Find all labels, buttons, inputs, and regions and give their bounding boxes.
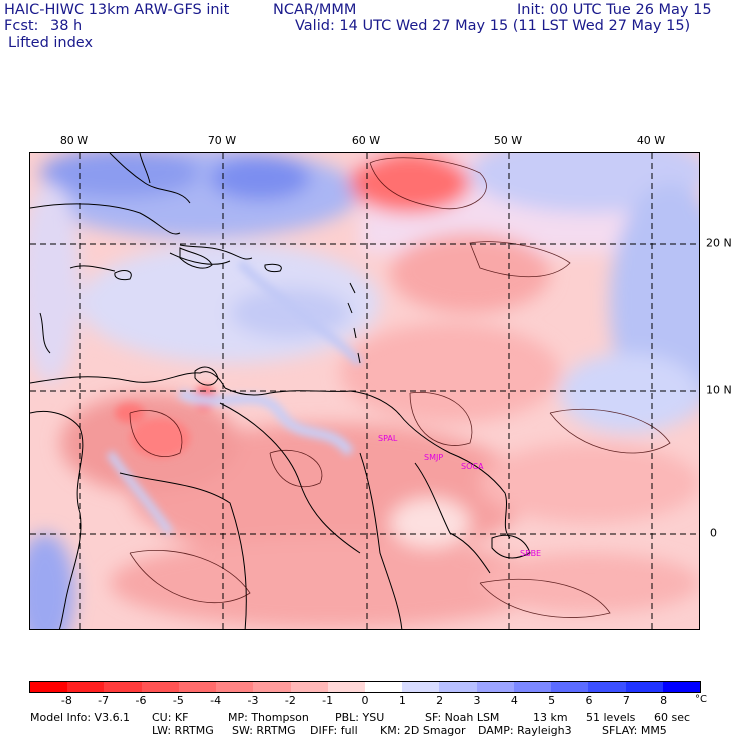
colorbar-tick-label: -1 bbox=[322, 694, 334, 707]
station-soca: SOCA bbox=[461, 462, 484, 471]
colorbar-swatch bbox=[30, 682, 68, 692]
lon-label-60w: 60 W bbox=[351, 134, 381, 147]
footer-lw: LW: RRTMG bbox=[152, 724, 214, 737]
lifted-index-map: SPAL SMJP SOCA SBBE bbox=[29, 152, 700, 630]
contours bbox=[129, 157, 671, 618]
colorbar-swatch bbox=[439, 682, 477, 692]
lat-label-10n: 10 N bbox=[706, 383, 732, 397]
colorbar bbox=[29, 681, 701, 693]
colorbar-swatch bbox=[476, 682, 514, 692]
footer-damp: DAMP: Rayleigh3 bbox=[478, 724, 572, 737]
model-title: HAIC-HIWC 13km ARW-GFS init bbox=[4, 2, 230, 18]
org-label: NCAR/MMM bbox=[273, 2, 357, 18]
colorbar-tick-label: 8 bbox=[660, 694, 668, 707]
coastlines bbox=[30, 153, 531, 629]
colorbar-tick-label: 0 bbox=[361, 694, 369, 707]
graticule bbox=[30, 153, 699, 629]
forecast-label: Fcst: bbox=[4, 18, 39, 34]
colorbar-swatch bbox=[551, 682, 589, 692]
colorbar-tick-label: 4 bbox=[510, 694, 518, 707]
colorbar-swatch bbox=[662, 682, 700, 692]
station-sbbe: SBBE bbox=[520, 549, 541, 558]
colorbar-swatch bbox=[253, 682, 291, 692]
colorbar-tick-label: -7 bbox=[98, 694, 110, 707]
colorbar-tick-label: 6 bbox=[585, 694, 593, 707]
colorbar-tick-label: 5 bbox=[548, 694, 556, 707]
footer-levels: 51 levels bbox=[586, 711, 636, 724]
colorbar-tick-label: -2 bbox=[284, 694, 296, 707]
footer-km: KM: 2D Smagor bbox=[380, 724, 466, 737]
colorbar-swatch bbox=[402, 682, 440, 692]
colorbar-tick-label: -3 bbox=[247, 694, 259, 707]
lon-label-70w: 70 W bbox=[207, 134, 237, 147]
footer-model-info: Model Info: V3.6.1 bbox=[30, 711, 131, 724]
colorbar-tick-label: -5 bbox=[172, 694, 184, 707]
colorbar-tick-label: 3 bbox=[473, 694, 481, 707]
lon-label-40w: 40 W bbox=[636, 134, 666, 147]
colorbar-swatch bbox=[327, 682, 365, 692]
islands bbox=[114, 247, 361, 386]
lat-label-equator: 0 bbox=[710, 526, 717, 540]
footer-sf: SF: Noah LSM bbox=[425, 711, 500, 724]
footer-cu: CU: KF bbox=[152, 711, 189, 724]
colorbar-swatch bbox=[625, 682, 663, 692]
lon-label-80w: 80 W bbox=[59, 134, 89, 147]
valid-time: Valid: 14 UTC Wed 27 May 15 (11 LST Wed … bbox=[295, 18, 691, 34]
footer-mp: MP: Thompson bbox=[228, 711, 309, 724]
colorbar-tick-label: -8 bbox=[60, 694, 72, 707]
colorbar-tick-label: 1 bbox=[398, 694, 406, 707]
colorbar-swatch bbox=[141, 682, 179, 692]
colorbar-tick-label: -4 bbox=[210, 694, 222, 707]
colorbar-swatch bbox=[178, 682, 217, 692]
colorbar-unit: °C bbox=[695, 694, 707, 705]
station-labels: SPAL SMJP SOCA SBBE bbox=[378, 434, 541, 558]
forecast-hours: 38 h bbox=[50, 18, 83, 34]
station-smjp: SMJP bbox=[424, 453, 443, 462]
footer-pbl: PBL: YSU bbox=[335, 711, 385, 724]
station-spal: SPAL bbox=[378, 434, 398, 443]
colorbar-tick-label: 2 bbox=[436, 694, 444, 707]
colorbar-swatch bbox=[290, 682, 328, 692]
colorbar-swatch bbox=[588, 682, 626, 692]
footer-sw: SW: RRTMG bbox=[232, 724, 296, 737]
lat-label-20n: 20 N bbox=[706, 236, 732, 250]
colorbar-swatch bbox=[216, 682, 254, 692]
field-name: Lifted index bbox=[8, 35, 94, 51]
field-detail bbox=[106, 260, 363, 536]
colorbar-swatch bbox=[67, 682, 105, 692]
colorbar-tick-label: -6 bbox=[135, 694, 147, 707]
footer-timestep: 60 sec bbox=[654, 711, 691, 724]
colorbar-swatch bbox=[364, 682, 403, 692]
colorbar-tick-label: 7 bbox=[622, 694, 630, 707]
colorbar-swatch bbox=[513, 682, 552, 692]
init-time: Init: 00 UTC Tue 26 May 15 bbox=[517, 2, 712, 18]
lon-label-50w: 50 W bbox=[493, 134, 523, 147]
colorbar-swatch bbox=[104, 682, 142, 692]
footer-resolution: 13 km bbox=[533, 711, 568, 724]
footer-sflay: SFLAY: MM5 bbox=[602, 724, 667, 737]
footer-diff: DIFF: full bbox=[310, 724, 358, 737]
map-canvas: SPAL SMJP SOCA SBBE bbox=[30, 153, 699, 629]
